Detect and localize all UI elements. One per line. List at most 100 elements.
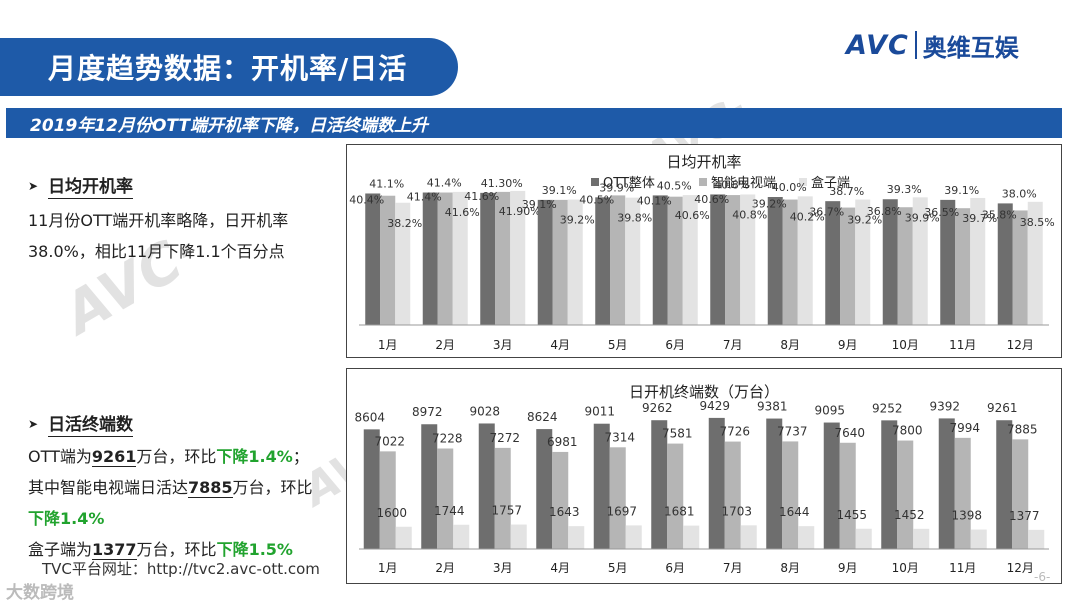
bar (667, 196, 683, 325)
data-label: 7228 (432, 431, 463, 445)
bar (552, 451, 569, 549)
data-label: 39.2% (847, 214, 882, 227)
data-label: 39.3% (887, 183, 922, 196)
page-number: -6- (1034, 570, 1051, 584)
data-label: 1703 (721, 504, 752, 518)
bar (724, 441, 741, 549)
x-tick-label: 6月 (665, 561, 685, 575)
data-label: 1644 (779, 505, 810, 519)
tv-change: 下降1.4% (28, 509, 105, 528)
bar (882, 199, 898, 325)
section-daily-active: ➤ 日活终端数 OTT端为9261万台，环比下降1.4%； 其中智能电视端日活达… (28, 410, 313, 565)
data-label: 9429 (699, 399, 730, 413)
data-label: 9252 (872, 401, 903, 415)
legend-label: OTT整体 (603, 176, 655, 191)
bar (954, 437, 971, 549)
bar (452, 191, 468, 325)
legend-swatch (799, 178, 807, 186)
x-tick-label: 1月 (378, 561, 398, 575)
daily-devices-chart-svg: 日开机终端数（万台） 8604 7022 1600 1月 8972 7228 1744 2月 90… (354, 383, 1049, 575)
box-change: 下降1.5% (216, 540, 293, 559)
x-tick-label: 1月 (378, 338, 398, 352)
data-label: 9028 (469, 404, 500, 418)
data-label: 40.2% (790, 210, 825, 223)
bar (725, 195, 741, 325)
chart-title: 日均开机率 (666, 153, 741, 171)
bar (567, 199, 583, 325)
data-label: 41.90% (499, 205, 541, 218)
legend-label: 智能电视端 (711, 176, 776, 191)
data-label: 7737 (777, 424, 808, 438)
bar (625, 197, 641, 325)
section-paragraph: OTT端为9261万台，环比下降1.4%； 其中智能电视端日活达7885万台，环… (28, 441, 313, 565)
bar (938, 418, 955, 549)
bar (767, 197, 783, 325)
data-label: 7640 (834, 426, 865, 440)
bar (437, 448, 454, 549)
data-label: 39.2% (752, 198, 787, 211)
data-label: 1757 (491, 504, 522, 518)
data-label: 8604 (354, 410, 385, 424)
bar (912, 197, 928, 325)
data-label: 40.0% (772, 181, 807, 194)
paragraph-line: 其中智能电视端日活达7885万台，环比 (28, 472, 313, 503)
data-label: 36.7% (809, 206, 844, 219)
data-label: 38.5% (1020, 216, 1055, 229)
data-label: 36.5% (924, 206, 959, 219)
bar (568, 526, 585, 549)
data-label: 6981 (547, 435, 578, 449)
x-tick-label: 12月 (1007, 338, 1034, 352)
x-tick-label: 4月 (550, 561, 570, 575)
source-watermark: 大数跨境 (6, 583, 74, 603)
bar (667, 443, 684, 549)
data-label: 41.6% (445, 206, 480, 219)
open-rate-chart-svg: 日均开机率 OTT整体 智能电视端 盒子端 41.1% 40.4%38.2% 1月 41.4%… (349, 153, 1055, 352)
bar (782, 199, 798, 325)
data-label: 40.8% (732, 208, 767, 221)
paragraph-line: 11月份OTT端开机率略降，日开机率 (28, 211, 289, 230)
bar (1027, 201, 1043, 325)
data-label: 38.0% (1002, 187, 1037, 200)
data-label: 7581 (662, 427, 693, 441)
data-label: 40.1% (637, 195, 672, 208)
bar (897, 207, 913, 325)
tv-value: 7885 (188, 478, 233, 498)
data-label: 9262 (642, 401, 673, 415)
paragraph-line: 38.0%，相比11月下降1.1个百分点 (28, 242, 285, 261)
bar (840, 207, 856, 325)
data-label: 9095 (814, 404, 845, 418)
bar (855, 528, 872, 549)
bar (395, 202, 411, 325)
legend-label: 盒子端 (811, 175, 850, 191)
bar (395, 526, 412, 549)
bar (708, 417, 725, 549)
section-heading-text: 日均开机率 (48, 172, 134, 199)
bar (510, 524, 527, 549)
data-label: 39.1% (542, 184, 577, 197)
data-label: 41.4% (427, 177, 462, 190)
ott-change: 下降1.4% (216, 447, 293, 466)
data-label: 39.9% (599, 181, 634, 194)
logo-latin: AVC (846, 29, 909, 61)
data-label: 40.5% (579, 193, 614, 206)
bar (593, 423, 610, 549)
text-span: 万台，环比 (232, 478, 313, 497)
page-title: 月度趋势数据：开机率/日活 (0, 38, 458, 96)
data-label: 39.8% (617, 212, 652, 225)
data-label: 39.2% (560, 214, 595, 227)
bar (798, 526, 815, 549)
bar (379, 451, 396, 549)
bar (651, 420, 668, 549)
x-tick-label: 7月 (723, 338, 743, 352)
bar (823, 422, 840, 549)
x-tick-label: 11月 (949, 561, 976, 575)
data-label: 40.6% (675, 209, 710, 222)
bar (1012, 439, 1029, 549)
x-tick-label: 10月 (892, 561, 919, 575)
platform-url[interactable]: TVC平台网址：http://tvc2.avc-ott.com (42, 560, 320, 578)
bar (897, 440, 914, 549)
bar (495, 191, 511, 325)
bar (955, 208, 971, 325)
bar (997, 203, 1013, 325)
box-value: 1377 (92, 540, 137, 560)
